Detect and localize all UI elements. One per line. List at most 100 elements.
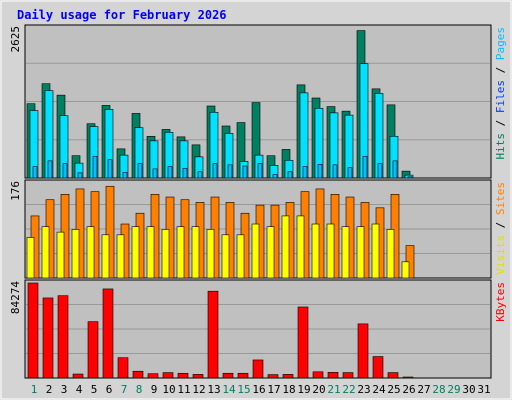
day-label-14: 14 xyxy=(222,383,236,396)
top-pages-bar-day-21 xyxy=(332,164,338,179)
bottom-kbytes-bar-day-4 xyxy=(72,373,84,379)
top-pages-bar-day-9 xyxy=(152,168,158,179)
middle-legend-item: Sites xyxy=(494,182,507,215)
day-label-9: 9 xyxy=(151,383,158,396)
top-legend-item: Pages xyxy=(494,27,507,60)
middle-sites-bar-day-22 xyxy=(341,226,350,279)
bottom-kbytes-bar-day-13 xyxy=(207,290,219,379)
top-legend-item: / xyxy=(494,60,507,80)
middle-sites-bar-day-6 xyxy=(101,234,110,279)
day-label-23: 23 xyxy=(357,383,370,396)
day-label-7: 7 xyxy=(121,383,128,396)
top-legend-item: / xyxy=(494,113,507,133)
top-pages-bar-day-18 xyxy=(287,171,293,179)
top-pages-bar-day-14 xyxy=(227,164,233,179)
day-label-8: 8 xyxy=(136,383,143,396)
middle-sites-bar-day-20 xyxy=(311,223,320,279)
bottom-kbytes-bar-day-3 xyxy=(57,295,69,379)
top-pages-bar-day-13 xyxy=(212,163,218,179)
day-label-11: 11 xyxy=(177,383,190,396)
top-pages-bar-day-20 xyxy=(317,163,323,179)
day-label-29: 29 xyxy=(447,383,460,396)
top-panel: 2625 Hits / Files / Pages xyxy=(9,24,507,179)
top-legend-item: Files xyxy=(494,80,507,113)
middle-sites-bar-day-15 xyxy=(236,234,245,279)
day-label-12: 12 xyxy=(192,383,205,396)
bottom-kbytes-bar-day-12 xyxy=(192,374,204,379)
day-label-13: 13 xyxy=(207,383,220,396)
middle-sites-bar-day-11 xyxy=(176,226,185,279)
bottom-legend: KBytes xyxy=(494,282,507,322)
middle-sites-bar-day-19 xyxy=(296,215,305,279)
middle-sites-bar-day-10 xyxy=(161,229,170,279)
top-pages-bar-day-12 xyxy=(197,171,203,179)
middle-sites-bar-day-17 xyxy=(266,226,275,279)
bottom-kbytes-bar-day-23 xyxy=(357,323,369,379)
top-pages-bar-day-5 xyxy=(92,155,98,179)
day-label-18: 18 xyxy=(282,383,295,396)
bottom-kbytes-bar-day-19 xyxy=(297,306,309,379)
bottom-kbytes-bar-day-16 xyxy=(252,359,264,379)
day-axis-labels: 1 2 3 4 5 6 7 8 9 10 11 12 13 14 15 16 17 18 19 20 21 22 23 24 2… xyxy=(31,383,491,396)
bottom-kbytes-bar-day-24 xyxy=(372,356,384,379)
middle-ymax-label: 176 xyxy=(9,181,22,201)
middle-bars xyxy=(26,185,415,279)
day-label-19: 19 xyxy=(297,383,310,396)
bottom-kbytes-bar-day-10 xyxy=(162,372,174,379)
top-pages-bar-day-1 xyxy=(32,166,38,179)
bottom-kbytes-bar-day-21 xyxy=(327,372,339,379)
day-label-15: 15 xyxy=(237,383,250,396)
middle-visits-bar-day-6 xyxy=(105,185,115,279)
bottom-panel: 84274 KBytes xyxy=(9,279,507,379)
top-pages-bar-day-22 xyxy=(347,167,353,179)
top-pages-bar-day-2 xyxy=(47,160,53,179)
middle-sites-bar-day-5 xyxy=(86,226,95,279)
middle-sites-bar-day-26 xyxy=(401,261,410,279)
top-ymax-label: 2625 xyxy=(9,26,22,53)
middle-legend-item: / xyxy=(494,215,507,235)
bottom-kbytes-bar-day-20 xyxy=(312,371,324,379)
top-bars xyxy=(26,30,414,179)
bottom-kbytes-bar-day-17 xyxy=(267,374,279,379)
top-pages-bar-day-24 xyxy=(377,163,383,179)
day-label-4: 4 xyxy=(76,383,83,396)
chart-title: Daily usage for February 2026 xyxy=(17,8,227,22)
middle-sites-bar-day-12 xyxy=(191,226,200,279)
bottom-kbytes-bar-day-9 xyxy=(147,373,159,379)
middle-sites-bar-day-25 xyxy=(386,229,395,279)
top-pages-bar-day-26 xyxy=(407,176,413,179)
middle-sites-bar-day-2 xyxy=(41,226,50,279)
bottom-kbytes-bar-day-5 xyxy=(87,321,99,379)
middle-legend-item: Visits xyxy=(494,235,507,275)
bottom-ymax-label: 84274 xyxy=(9,281,22,314)
middle-sites-bar-day-21 xyxy=(326,223,335,279)
middle-sites-bar-day-8 xyxy=(131,226,140,279)
bottom-kbytes-bar-day-1 xyxy=(27,282,39,379)
day-label-17: 17 xyxy=(267,383,280,396)
bottom-legend-item: KBytes xyxy=(494,282,507,322)
day-label-27: 27 xyxy=(417,383,430,396)
day-label-1: 1 xyxy=(31,383,38,396)
bottom-kbytes-bar-day-2 xyxy=(42,297,54,379)
bottom-kbytes-bar-day-11 xyxy=(177,372,189,379)
middle-sites-bar-day-4 xyxy=(71,229,80,279)
middle-sites-bar-day-14 xyxy=(221,234,230,279)
middle-sites-bar-day-18 xyxy=(281,215,290,279)
top-pages-bar-day-4 xyxy=(77,172,83,179)
chart-panels: 2625 Hits / Files / Pages 176 Visits / Site… xyxy=(9,24,507,379)
bottom-kbytes-bar-day-6 xyxy=(102,288,114,379)
bottom-kbytes-bar-day-15 xyxy=(237,372,249,379)
top-pages-bar-day-10 xyxy=(167,166,173,179)
top-pages-bar-day-15 xyxy=(242,165,248,179)
top-pages-bar-day-3 xyxy=(62,163,68,179)
top-pages-bar-day-23 xyxy=(362,155,368,179)
day-label-21: 21 xyxy=(327,383,340,396)
day-label-26: 26 xyxy=(402,383,415,396)
bottom-kbytes-bar-day-8 xyxy=(132,370,144,379)
day-label-31: 31 xyxy=(477,383,490,396)
top-pages-bar-day-16 xyxy=(257,163,263,179)
day-label-16: 16 xyxy=(252,383,265,396)
